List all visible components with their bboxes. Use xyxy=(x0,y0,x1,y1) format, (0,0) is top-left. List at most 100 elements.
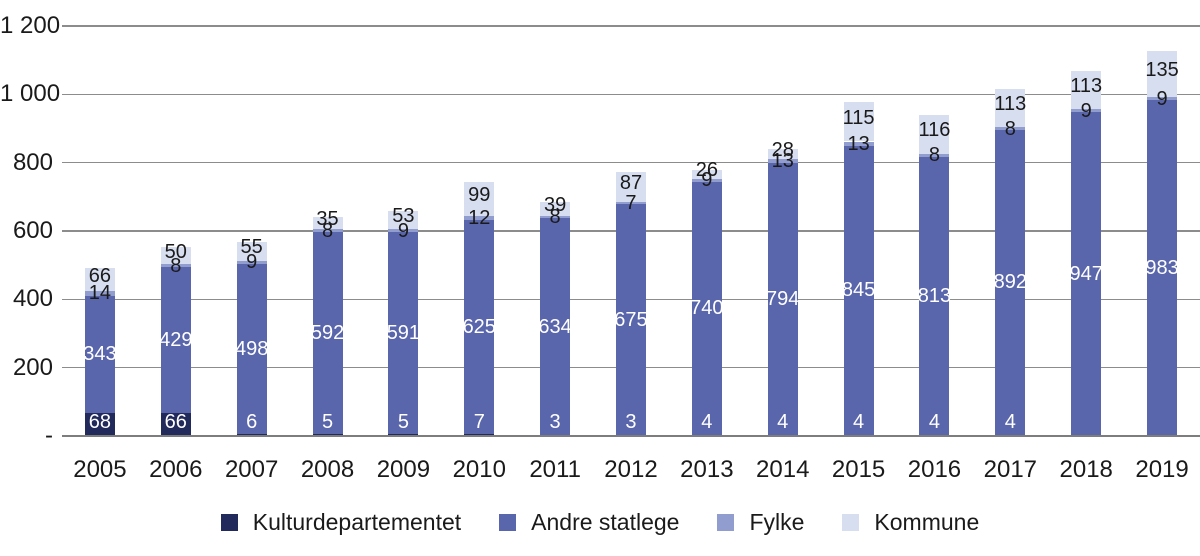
bar-segment-fylke xyxy=(995,127,1026,130)
bar-segment-kommune xyxy=(388,211,419,230)
legend-item-kulturdepartementet: Kulturdepartementet xyxy=(220,511,461,534)
y-axis-tick-label: 400 xyxy=(12,285,53,313)
bar-value-label: 343 xyxy=(83,343,117,366)
bar-segment-fylke xyxy=(615,201,646,205)
bar-value-label: 13 xyxy=(771,150,794,173)
bar-segment-kommune xyxy=(160,247,191,265)
bar-stack xyxy=(995,26,1026,436)
bar-column: 3 675 7 87 xyxy=(593,26,669,436)
bar-value-label: 3 xyxy=(549,411,561,433)
bar-value-label: 113 xyxy=(1070,75,1103,98)
bar-segment-fylke xyxy=(919,154,950,157)
bar-value-label: 13 xyxy=(847,132,870,155)
bar-value-label: 845 xyxy=(841,279,876,302)
bar-column: 983 9 135 xyxy=(1124,26,1200,436)
bar-segment-kulturdepartementet xyxy=(160,413,191,436)
bar-segment-andre-statlege xyxy=(843,145,874,435)
y-axis-tick-label: 200 xyxy=(12,353,53,381)
bar-value-label: 66 xyxy=(88,264,112,287)
bar-segment-fylke xyxy=(312,229,343,233)
x-axis-year-label: 2009 xyxy=(376,456,431,483)
bar-value-label: 429 xyxy=(159,329,193,352)
bar-value-label: 740 xyxy=(690,297,724,320)
x-axis-year-label: 2007 xyxy=(224,456,279,483)
bar-stack xyxy=(540,26,571,436)
bar-value-label: 9 xyxy=(1080,99,1092,122)
bar-value-label: 625 xyxy=(462,315,496,338)
x-axis-year-label: 2019 xyxy=(1135,456,1189,483)
bar-value-label: 5 xyxy=(321,411,334,433)
bar-segment-fylke xyxy=(843,141,874,146)
bar-segment-andre-statlege xyxy=(312,232,343,435)
bar-segment-andre-statlege xyxy=(1071,112,1102,436)
bar-column: 4 892 8 113 xyxy=(972,26,1048,436)
bar-value-label: 113 xyxy=(994,92,1027,115)
bar-value-label: 5 xyxy=(397,411,409,433)
bar-value-label: 983 xyxy=(1145,257,1179,280)
bar-segment-fylke xyxy=(388,229,419,233)
bar-segment-fylke xyxy=(236,260,267,264)
bar-value-label: 8 xyxy=(549,205,561,228)
bar-value-label: 115 xyxy=(842,106,875,129)
bar-value-label: 7 xyxy=(625,192,637,215)
bar-segment-kommune xyxy=(995,88,1026,128)
x-axis-year-label: 2011 xyxy=(529,456,581,483)
x-axis-year-label: 2017 xyxy=(983,456,1038,483)
bar-value-label: 99 xyxy=(468,184,491,207)
bar-value-label: 8 xyxy=(170,254,182,277)
bar-segment-kommune xyxy=(312,217,343,230)
bar-column: 7 625 12 99 xyxy=(441,26,517,436)
bar-stack xyxy=(1071,26,1102,436)
bar-stack xyxy=(388,26,419,436)
y-axis-tick-label: 1 200 xyxy=(0,12,61,39)
bar-segment-kulturdepartementet xyxy=(84,412,115,436)
bar-segment-andre-statlege xyxy=(615,204,646,435)
bar-value-label: 4 xyxy=(777,411,789,433)
bar-stack xyxy=(919,26,950,436)
bar-value-label: 794 xyxy=(766,287,800,310)
bar-segment-andre-statlege xyxy=(540,218,571,435)
x-axis-year-label: 2012 xyxy=(604,456,658,483)
y-gridline xyxy=(62,93,1200,96)
legend-item-fylke: Fylke xyxy=(717,511,804,534)
bar-segment-kommune xyxy=(1147,50,1178,98)
bar-value-label: 8 xyxy=(1004,117,1016,140)
bar-segment-kommune xyxy=(84,268,115,291)
bar-segment-fylke xyxy=(160,264,191,267)
bar-segment-andre-statlege xyxy=(995,129,1026,435)
legend-swatch-icon xyxy=(220,514,238,531)
bar-value-label: 6 xyxy=(246,411,258,433)
legend-swatch-icon xyxy=(499,514,517,531)
bar-value-label: 498 xyxy=(234,337,269,360)
bar-value-label: 35 xyxy=(316,208,339,231)
bar-column: 4 813 8 116 xyxy=(897,26,973,436)
bar-column: 4 845 13 115 xyxy=(821,26,897,436)
bar-value-label: 87 xyxy=(619,172,643,195)
bar-segment-andre-statlege xyxy=(767,163,798,435)
bar-value-label: 892 xyxy=(993,271,1027,294)
y-axis-tick-label: 600 xyxy=(12,217,53,244)
bar-value-label: 591 xyxy=(386,322,421,345)
bar-column: 66 429 8 50 xyxy=(138,26,214,436)
bar-segment-fylke xyxy=(691,178,722,182)
bar-column: 3 634 8 39 xyxy=(517,26,593,436)
bar-stack xyxy=(1147,26,1178,436)
bar-value-label: 68 xyxy=(88,411,112,433)
bar-stack xyxy=(843,26,874,436)
bar-segment-andre-statlege xyxy=(691,181,722,435)
bar-segment-fylke xyxy=(767,158,798,164)
bar-segment-fylke xyxy=(1147,97,1178,101)
bar-stack xyxy=(312,26,343,436)
bar-segment-kommune xyxy=(767,149,798,159)
bar-value-label: 813 xyxy=(917,284,952,307)
bar-stack xyxy=(615,26,646,436)
bar-value-label: 50 xyxy=(164,240,187,263)
bar-value-label: 53 xyxy=(392,205,415,228)
y-axis-tick-label: 1 000 xyxy=(0,80,61,108)
bar-segment-fylke xyxy=(1071,109,1102,113)
bar-value-label: 8 xyxy=(928,144,941,167)
bar-segment-kommune xyxy=(919,114,950,155)
bar-value-label: 4 xyxy=(701,411,713,433)
x-axis-line xyxy=(62,434,1200,437)
bar-column: 6 498 9 55 xyxy=(214,26,290,436)
